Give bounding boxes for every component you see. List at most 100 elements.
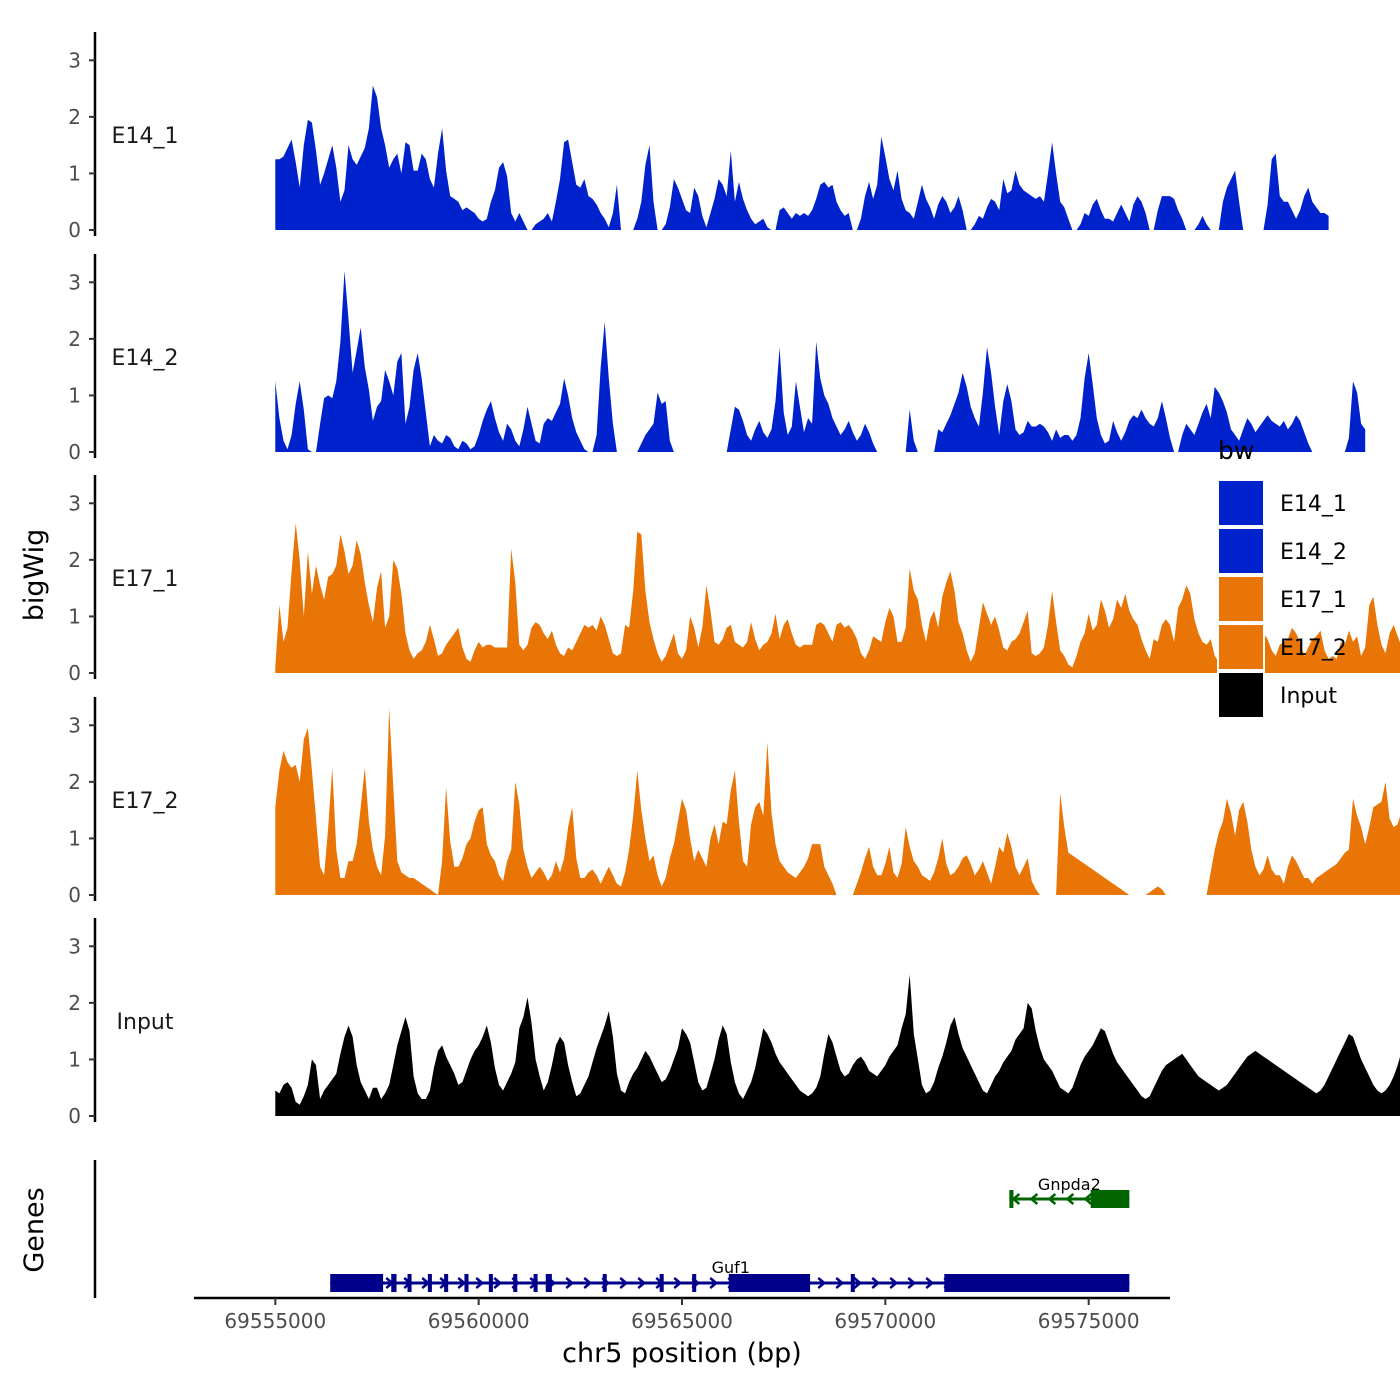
- track-E17_1: 0 1 2 3 E17_1: [68, 475, 1400, 685]
- coverage-area-E14_2: [275, 271, 1366, 452]
- legend-title: bw: [1218, 436, 1254, 465]
- strand-arrow: [1029, 1193, 1039, 1205]
- legend-label: E17_2: [1280, 636, 1347, 661]
- y-tick-label: 3: [68, 270, 81, 294]
- legend-label: E14_1: [1280, 492, 1347, 517]
- y-tick-label: 1: [68, 826, 81, 850]
- track-E14_2: 0 1 2 3 E14_2: [68, 254, 1366, 464]
- strand-arrow: [1047, 1193, 1057, 1205]
- y-tick-label: 3: [68, 934, 81, 958]
- legend-swatch: [1217, 623, 1265, 671]
- x-axis: 69555000 69560000 69565000 69570000 69575000: [194, 1296, 1170, 1333]
- strand-arrow: [475, 1277, 485, 1289]
- gene-Guf1: Guf1: [330, 1258, 1130, 1292]
- y-tick-label: 2: [68, 327, 81, 351]
- strand-arrow: [583, 1277, 593, 1289]
- legend-swatch: [1217, 575, 1265, 623]
- y-tick-label: 1: [68, 383, 81, 407]
- strand-arrow: [673, 1277, 683, 1289]
- exon: [391, 1274, 397, 1292]
- strand-arrow: [817, 1277, 827, 1289]
- y-tick-label: 3: [68, 713, 81, 737]
- gene-label: Guf1: [712, 1258, 750, 1277]
- y-tick-label: 2: [68, 548, 81, 572]
- exon: [464, 1274, 469, 1292]
- y-tick-label: 0: [68, 218, 81, 242]
- y-tick-label: 0: [68, 661, 81, 685]
- genes-axis-title: Genes: [19, 1187, 50, 1272]
- exon: [728, 1274, 811, 1292]
- exon: [427, 1274, 432, 1292]
- exon: [330, 1274, 384, 1292]
- exon: [659, 1274, 664, 1292]
- exon: [545, 1274, 552, 1292]
- exon: [1090, 1190, 1130, 1208]
- coverage-area-E17_1: [275, 523, 1400, 673]
- x-tick-label: 69570000: [834, 1309, 936, 1333]
- legend-label: E14_2: [1280, 540, 1347, 565]
- legend-entry-E14_1: E14_1: [1217, 479, 1347, 527]
- y-tick-label: 0: [68, 1104, 81, 1128]
- strand-arrow: [1065, 1193, 1075, 1205]
- track-Input: 0 1 2 3 Input: [68, 918, 1400, 1128]
- strand-arrow: [565, 1277, 575, 1289]
- strand-arrow: [457, 1277, 467, 1289]
- exon: [444, 1274, 449, 1292]
- y-axis-title: bigWig: [19, 529, 50, 622]
- strand-arrow: [709, 1277, 719, 1289]
- legend-entry-E17_2: E17_2: [1217, 623, 1347, 671]
- y-tick-label: 2: [68, 770, 81, 794]
- exon: [602, 1274, 607, 1292]
- x-axis-title: chr5 position (bp): [562, 1338, 802, 1369]
- exon: [850, 1274, 855, 1292]
- strand-arrow: [1083, 1193, 1093, 1205]
- coverage-tracks: 0 1 2 3 E14_1 0 1 2 3 E14_2 0 1 2 3 E17_1 0 1 2 3 E17_2 0 1 2 3…: [68, 32, 1400, 1128]
- legend: bw E14_1 E14_2 E17_1 E17_2 Input: [1217, 436, 1347, 719]
- gene-Gnpda2: Gnpda2: [1009, 1175, 1130, 1208]
- y-tick-label: 3: [68, 48, 81, 72]
- y-tick-label: 2: [68, 105, 81, 129]
- legend-entry-E17_1: E17_1: [1217, 575, 1347, 623]
- coverage-area-E14_1: [275, 85, 1329, 230]
- exon: [407, 1274, 412, 1292]
- track-label: E14_1: [112, 124, 179, 149]
- coverage-area-E17_2: [275, 708, 1400, 895]
- strand-arrow: [619, 1277, 629, 1289]
- track-label: Input: [117, 1010, 174, 1035]
- exon: [1009, 1190, 1014, 1208]
- strand-arrow: [493, 1277, 503, 1289]
- y-tick-label: 1: [68, 604, 81, 628]
- y-tick-label: 0: [68, 883, 81, 907]
- genes-panel: Guf1 Gnpda2: [93, 1160, 1130, 1298]
- track-label: E17_2: [112, 789, 179, 814]
- legend-entry-E14_2: E14_2: [1217, 527, 1347, 575]
- exon: [513, 1274, 518, 1292]
- x-tick-label: 69575000: [1038, 1309, 1140, 1333]
- strand-arrow: [637, 1277, 647, 1289]
- strand-arrow: [889, 1277, 899, 1289]
- y-tick-label: 0: [68, 440, 81, 464]
- strand-arrow: [907, 1277, 917, 1289]
- exon: [944, 1274, 1130, 1292]
- exon: [533, 1274, 538, 1292]
- x-tick-label: 69555000: [224, 1309, 326, 1333]
- y-tick-label: 2: [68, 991, 81, 1015]
- strand-arrow: [871, 1277, 881, 1289]
- coverage-area-Input: [275, 974, 1400, 1116]
- legend-label: E17_1: [1280, 588, 1347, 613]
- strand-arrow: [835, 1277, 845, 1289]
- legend-label: Input: [1280, 684, 1337, 709]
- x-tick-label: 69560000: [428, 1309, 530, 1333]
- track-E17_2: 0 1 2 3 E17_2: [68, 697, 1400, 907]
- legend-swatch: [1217, 479, 1265, 527]
- legend-swatch: [1217, 527, 1265, 575]
- y-tick-label: 1: [68, 1047, 81, 1071]
- x-tick-label: 69565000: [631, 1309, 733, 1333]
- exon: [692, 1274, 697, 1292]
- y-tick-label: 1: [68, 161, 81, 185]
- legend-entry-Input: Input: [1217, 671, 1337, 719]
- y-tick-label: 3: [68, 491, 81, 515]
- strand-arrow: [925, 1277, 935, 1289]
- track-label: E14_2: [112, 346, 179, 371]
